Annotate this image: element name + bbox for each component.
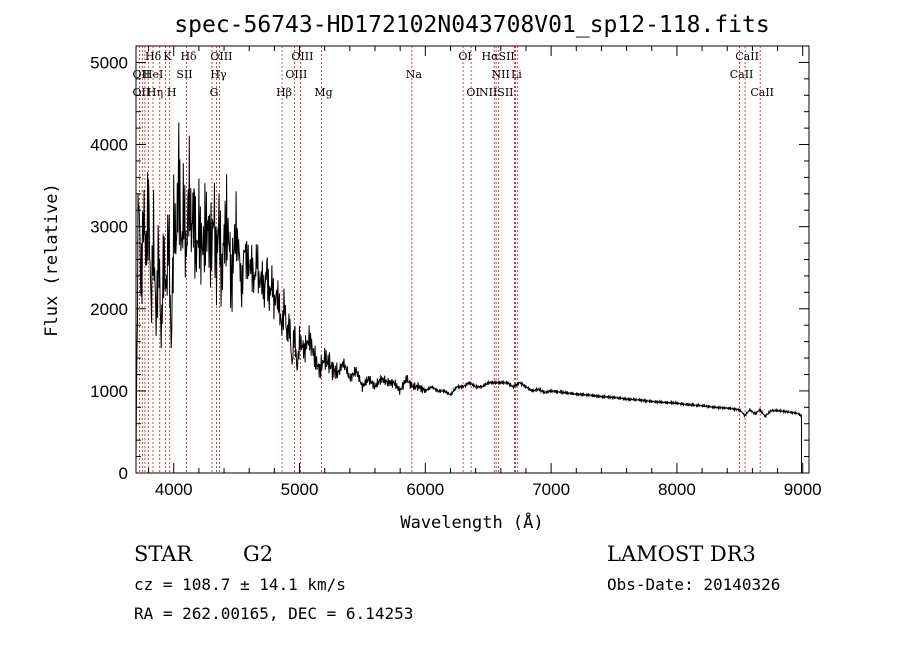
spectral-line-label: OI — [466, 86, 479, 99]
y-tick-label: 1000 — [90, 382, 128, 401]
coords-text: RA = 262.00165, DEC = 6.14253 — [134, 604, 413, 623]
spectral-line-label: Hγ — [210, 68, 227, 81]
spectral-line-label: Li — [511, 68, 522, 81]
y-axis-label: Flux (relative) — [42, 183, 62, 337]
spectral-line-label: CaII — [750, 86, 774, 99]
survey-name: LAMOST DR3 — [607, 542, 756, 566]
chart-title: spec-56743-HD172102N043708V01_sp12-118.f… — [174, 12, 769, 38]
x-tick-label: 5000 — [281, 480, 319, 499]
spectral-line-label: OI — [458, 50, 471, 63]
spectral-line-label: HeI — [143, 68, 163, 81]
subclass: G2 — [243, 542, 273, 566]
spectral-line-label: OII — [133, 68, 151, 81]
x-axis-label: Wavelength (Å) — [400, 511, 543, 533]
spectrum-line — [135, 122, 802, 473]
x-axis-ticks: 4000 5000 6000 7000 8000 9000 — [148, 46, 822, 499]
y-tick-label: 3000 — [90, 218, 128, 237]
spectral-line-label: Na — [406, 68, 423, 81]
spectral-line-label: Mg — [314, 86, 332, 99]
spectral-line-label: Hβ — [276, 86, 292, 99]
y-tick-label: 5000 — [90, 53, 128, 72]
x-tick-label: 6000 — [406, 480, 444, 499]
spectral-line-label: CaII — [735, 50, 759, 63]
spectral-line-label: H — [167, 86, 177, 99]
object-class: STAR — [134, 542, 193, 566]
y-tick-label: 4000 — [90, 136, 128, 155]
spectral-line-label: SII — [176, 68, 192, 81]
spectral-line-label: HαSII — [482, 50, 515, 63]
x-tick-label: 4000 — [155, 480, 193, 499]
x-tick-label: 7000 — [532, 480, 570, 499]
y-tick-label: 2000 — [90, 300, 128, 319]
spectral-line-label: OIII — [210, 50, 232, 63]
obs-date-text: Obs-Date: 20140326 — [607, 575, 780, 594]
spectral-line-label: Hη — [147, 86, 163, 99]
spectral-line-label: OIII — [291, 50, 313, 63]
y-tick-label: 0 — [119, 464, 128, 483]
spectral-line-label: NII — [492, 68, 510, 81]
spectral-line-label: K — [163, 50, 172, 63]
spectral-line-label: NIISII — [479, 86, 514, 99]
spectral-line-label: CaII — [730, 68, 754, 81]
y-axis-ticks: 0 1000 2000 3000 4000 5000 — [90, 53, 809, 483]
redshift-text: cz = 108.7 ± 14.1 km/s — [134, 575, 346, 594]
spectral-line-label: OIII — [285, 68, 307, 81]
x-tick-label: 9000 — [784, 480, 822, 499]
spectral-line-label: G — [210, 86, 219, 99]
x-tick-label: 8000 — [658, 480, 696, 499]
spectral-line-label: Hδ — [180, 50, 197, 63]
spectral-line-label: Hδ — [145, 50, 162, 63]
